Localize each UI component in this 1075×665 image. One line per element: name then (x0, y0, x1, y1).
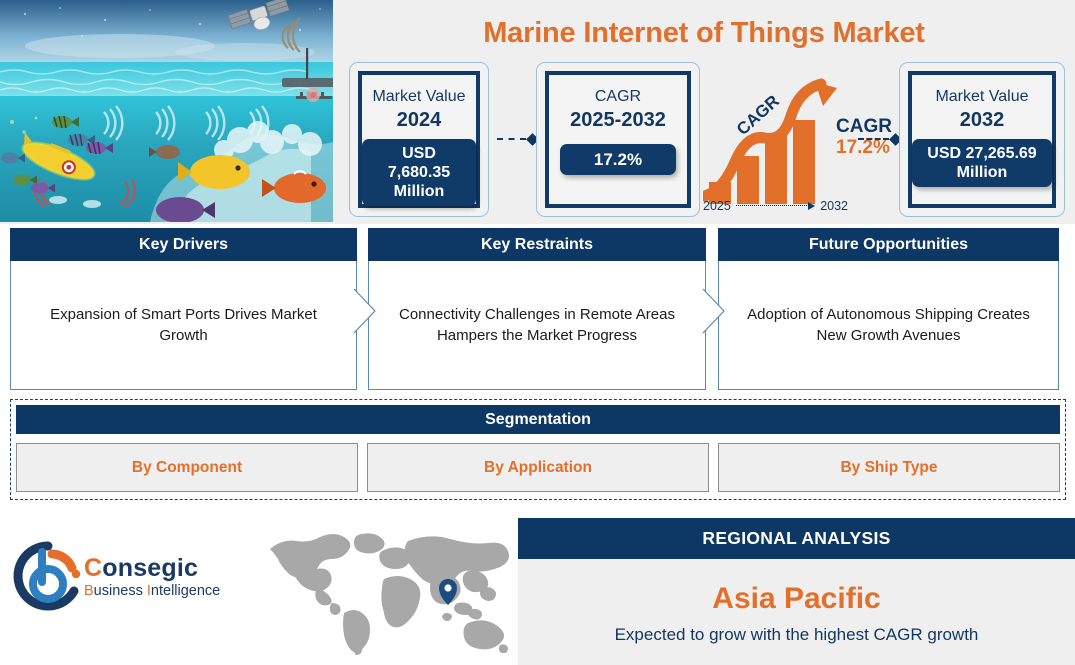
cagr-side-value: 17.2% (836, 137, 890, 158)
metric-label: Market Value (935, 88, 1029, 105)
metric-year: 2024 (396, 109, 442, 131)
cagr-side-label: CAGR (836, 116, 892, 137)
metric-card-market-value-2024: Market Value 2024 USD 7,680.35 Million (349, 62, 489, 217)
segmentation-heading: Segmentation (16, 405, 1060, 434)
map-pin-icon (439, 579, 457, 605)
metric-value-pill: USD 7,680.35 Million (362, 139, 476, 206)
key-sections: Key Drivers Expansion of Smart Ports Dri… (0, 228, 1075, 390)
regional-analysis-panel: REGIONAL ANALYSIS Asia Pacific Expected … (518, 518, 1075, 665)
metric-card-inner: Market Value 2024 USD 7,680.35 Million (358, 71, 480, 208)
metric-year: 2032 (959, 109, 1005, 131)
metric-value-pill: USD 27,265.69 Million (912, 139, 1052, 187)
metric-label: Market Value (372, 88, 466, 105)
metric-label: CAGR (594, 88, 642, 105)
key-card-heading: Future Opportunities (718, 228, 1059, 261)
connector-line (858, 138, 889, 140)
metric-card-cagr: CAGR 2025-2032 17.2% (536, 62, 700, 217)
cagr-start-year: 2025 (703, 199, 731, 213)
key-card-key-restraints: Key Restraints Connectivity Challenges i… (368, 228, 706, 390)
chevron-right-icon-2 (702, 288, 726, 334)
regional-analysis-heading: REGIONAL ANALYSIS (518, 518, 1075, 559)
footer-band: Consegic Business Intelligence (0, 505, 1075, 665)
connector-dotted-1 (497, 132, 539, 146)
segmentation-section: Segmentation By Component By Application… (10, 399, 1066, 500)
cagr-axis-arrow-icon (735, 202, 816, 210)
logo-tagline-rest-2: ntelligence (150, 583, 221, 599)
metric-year: 2025-2032 (570, 109, 666, 131)
connector-dotted-2 (858, 132, 902, 146)
logo-tagline-rest-1: usiness (93, 583, 147, 599)
logo-company-name: Consegic (84, 554, 220, 582)
cagr-side-labels: CAGR 17.2% (836, 116, 906, 159)
regional-analysis-body: Asia Pacific Expected to grow with the h… (518, 559, 1075, 665)
hero-image (0, 0, 333, 222)
metric-card-inner: CAGR 2025-2032 17.2% (545, 71, 691, 208)
logo-tagline: Business Intelligence (84, 582, 220, 600)
segmentation-cell-by-application[interactable]: By Application (367, 443, 709, 492)
company-logo: Consegic Business Intelligence (12, 540, 252, 620)
page-title: Marine Internet of Things Market (483, 17, 925, 49)
segmentation-cell-by-component[interactable]: By Component (16, 443, 358, 492)
key-card-heading: Key Drivers (10, 228, 357, 261)
world-map (262, 527, 512, 655)
key-card-heading: Key Restraints (368, 228, 706, 261)
key-card-text: Adoption of Autonomous Shipping Creates … (718, 261, 1059, 390)
region-name: Asia Pacific (712, 582, 881, 615)
logo-wordmark: Consegic Business Intelligence (84, 554, 220, 600)
key-card-text: Connectivity Challenges in Remote Areas … (368, 261, 706, 390)
region-subtitle: Expected to grow with the highest CAGR g… (614, 625, 979, 644)
logo-name-rest: onsegic (102, 554, 199, 582)
metric-value-pill: 17.2% (559, 144, 677, 175)
key-card-key-drivers: Key Drivers Expansion of Smart Ports Dri… (10, 228, 357, 390)
chevron-right-icon-1 (353, 288, 377, 334)
cagr-growth-chart-icon: CAGR (699, 78, 855, 216)
cagr-end-year: 2032 (820, 199, 848, 213)
consegic-logo-icon (12, 540, 84, 612)
cagr-year-axis: 2025 2032 (703, 197, 848, 215)
connector-line (497, 138, 526, 140)
segmentation-cell-by-ship-type[interactable]: By Ship Type (718, 443, 1060, 492)
segmentation-cells: By Component By Application By Ship Type (16, 443, 1060, 492)
metric-card-market-value-2032: Market Value 2032 USD 27,265.69 Million (899, 62, 1065, 217)
key-card-text: Expansion of Smart Ports Drives Market G… (10, 261, 357, 390)
logo-name-accent: C (84, 554, 103, 582)
key-card-future-opportunities: Future Opportunities Adoption of Autonom… (718, 228, 1059, 390)
metric-card-inner: Market Value 2032 USD 27,265.69 Million (908, 71, 1056, 208)
logo-tagline-accent-1: B (84, 583, 94, 599)
logo-tagline-accent-2: I (146, 583, 151, 599)
